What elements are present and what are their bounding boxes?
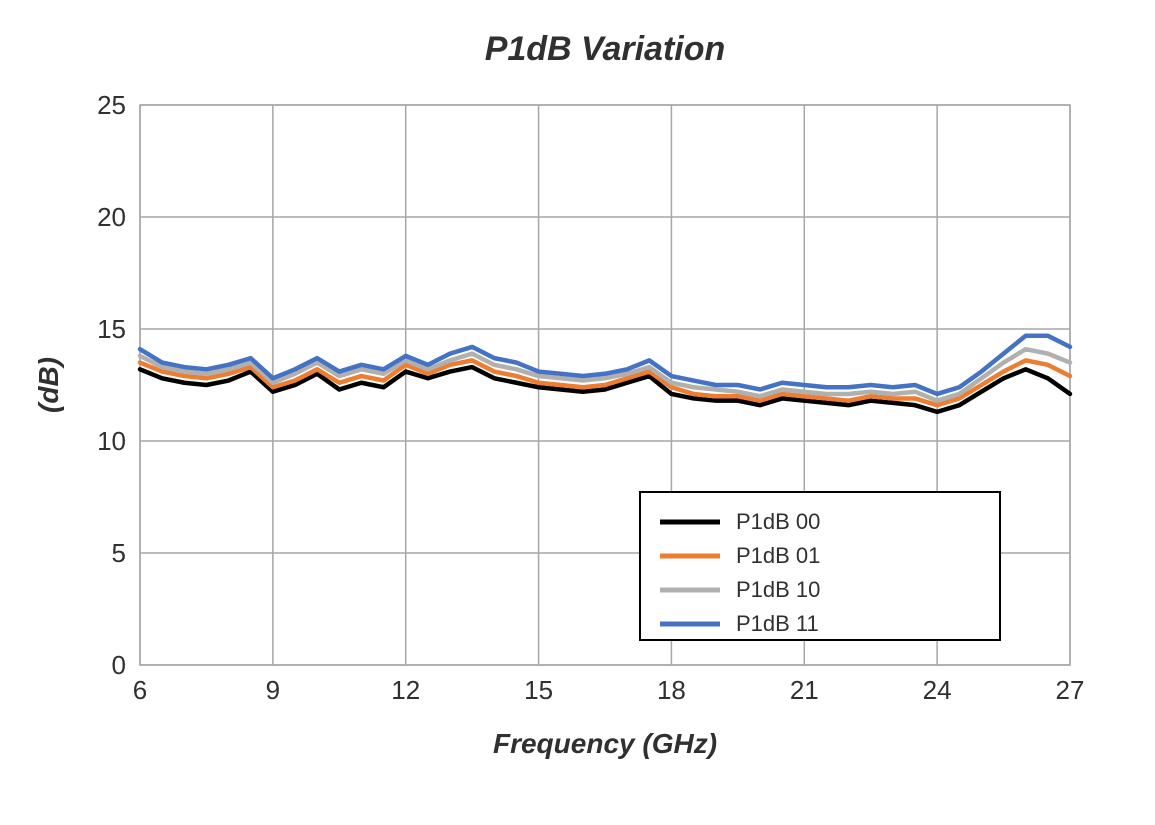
legend-label: P1dB 10 [736,577,820,602]
legend-label: P1dB 00 [736,509,820,534]
y-tick-label: 10 [97,426,126,456]
chart-title: P1dB Variation [485,30,726,68]
x-tick-label: 27 [1056,675,1085,705]
x-tick-label: 12 [391,675,420,705]
y-tick-label: 20 [97,202,126,232]
x-tick-label: 6 [133,675,147,705]
y-tick-label: 15 [97,314,126,344]
chart-svg: P1dB Variation 0 5 10 15 20 25 6 9 12 15 18 21 24 27 Fr… [0,0,1155,825]
y-tick-label: 5 [112,538,126,568]
legend-label: P1dB 11 [736,611,819,636]
y-axis-title: (dB) [33,357,64,413]
x-tick-label: 24 [923,675,952,705]
x-axis-title: Frequency (GHz) [493,728,717,759]
x-tick-label: 9 [266,675,280,705]
y-tick-label: 25 [97,90,126,120]
x-tick-label: 18 [657,675,686,705]
x-tick-label: 21 [790,675,819,705]
chart-container: P1dB Variation 0 5 10 15 20 25 6 9 12 15 18 21 24 27 Fr… [0,0,1155,825]
legend-label: P1dB 01 [736,543,820,568]
y-tick-label: 0 [112,650,126,680]
x-tick-label: 15 [524,675,553,705]
